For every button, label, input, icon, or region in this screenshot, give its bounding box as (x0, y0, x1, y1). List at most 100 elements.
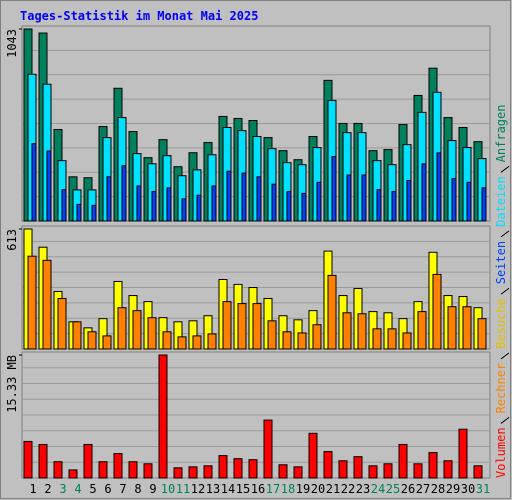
x-tick-label: 14 (221, 482, 235, 496)
legend-entry: Rechner (494, 363, 508, 414)
x-tick-label: 7 (119, 482, 126, 496)
bar (83, 443, 93, 479)
bar (282, 331, 292, 350)
x-tick-label: 24 (371, 482, 385, 496)
x-tick-label: 11 (176, 482, 190, 496)
x-tick-label: 25 (386, 482, 400, 496)
x-tick-label: 28 (431, 482, 445, 496)
bar (316, 181, 322, 222)
x-tick-label: 22 (341, 482, 355, 496)
x-tick-label: 20 (311, 482, 325, 496)
x-tick-label: 21 (326, 482, 340, 496)
x-tick-label: 29 (446, 482, 460, 496)
bar (391, 191, 397, 222)
bar (308, 432, 318, 479)
bar (177, 336, 187, 350)
bar (207, 333, 217, 350)
bar (443, 460, 453, 479)
bar (248, 459, 258, 479)
bar (357, 313, 367, 350)
bar (113, 453, 123, 479)
bar (436, 152, 442, 222)
bar (132, 310, 142, 350)
bar (98, 461, 108, 479)
x-tick-label: 10 (161, 482, 175, 496)
bar (173, 467, 183, 479)
bar (147, 317, 157, 350)
bar (192, 335, 202, 350)
bar (106, 176, 112, 222)
bar (293, 466, 303, 479)
y-tick-label: 613 (5, 229, 19, 251)
bar (203, 465, 213, 479)
bar (42, 259, 52, 350)
x-tick-label: 27 (416, 482, 430, 496)
bar (338, 460, 348, 479)
bar (121, 165, 127, 222)
bar (372, 328, 382, 350)
bar (233, 458, 243, 479)
bar (398, 443, 408, 479)
x-tick-label: 26 (401, 482, 415, 496)
bar (432, 273, 442, 350)
bar (353, 456, 363, 479)
x-tick-label: 12 (191, 482, 205, 496)
x-tick-label: 6 (104, 482, 111, 496)
bar (102, 335, 112, 350)
legend-separator (500, 287, 510, 295)
bar (218, 455, 228, 479)
legend-separator (500, 165, 510, 173)
bar (27, 255, 37, 350)
x-tick-label: 23 (356, 482, 370, 496)
bar (143, 463, 153, 479)
bar (481, 187, 487, 222)
legend-entry: Dateien (494, 176, 508, 227)
x-tick-label: 8 (134, 482, 141, 496)
bar (297, 332, 307, 350)
bar (252, 303, 262, 350)
legend-entry: Besuche (494, 298, 508, 349)
bar (256, 176, 262, 222)
bar (402, 332, 412, 350)
bar (38, 443, 48, 479)
bar (46, 150, 52, 222)
bar (413, 463, 423, 479)
x-tick-label: 15 (236, 482, 250, 496)
x-tick-label: 30 (461, 482, 475, 496)
bar (68, 469, 78, 479)
bar (477, 318, 487, 350)
x-tick-label: 16 (251, 482, 265, 496)
bar (87, 331, 97, 350)
bar (342, 312, 352, 350)
bar (462, 306, 472, 350)
bar (76, 203, 82, 222)
bar (327, 274, 337, 350)
bar (136, 185, 142, 222)
bar (263, 419, 273, 479)
bar (72, 321, 82, 350)
bar (368, 465, 378, 479)
x-tick-label: 2 (44, 482, 51, 496)
bar (181, 198, 187, 222)
bar (361, 174, 367, 222)
bar (226, 170, 232, 222)
bar (301, 192, 307, 222)
legend-separator (500, 417, 510, 424)
bar (466, 181, 472, 222)
bar (61, 189, 67, 222)
bar (387, 328, 397, 350)
bar (312, 324, 322, 350)
x-tick-label: 1 (29, 482, 36, 496)
bar (383, 463, 393, 479)
x-tick-label: 13 (206, 482, 220, 496)
legend-entry: Seiten (494, 241, 508, 284)
x-tick-label: 19 (296, 482, 310, 496)
bar (267, 320, 277, 350)
bar (271, 183, 277, 222)
bar (57, 297, 67, 350)
x-tick-label: 5 (89, 482, 96, 496)
x-tick-label: 17 (266, 482, 280, 496)
x-tick-label: 31 (476, 482, 490, 496)
bar (406, 180, 412, 222)
